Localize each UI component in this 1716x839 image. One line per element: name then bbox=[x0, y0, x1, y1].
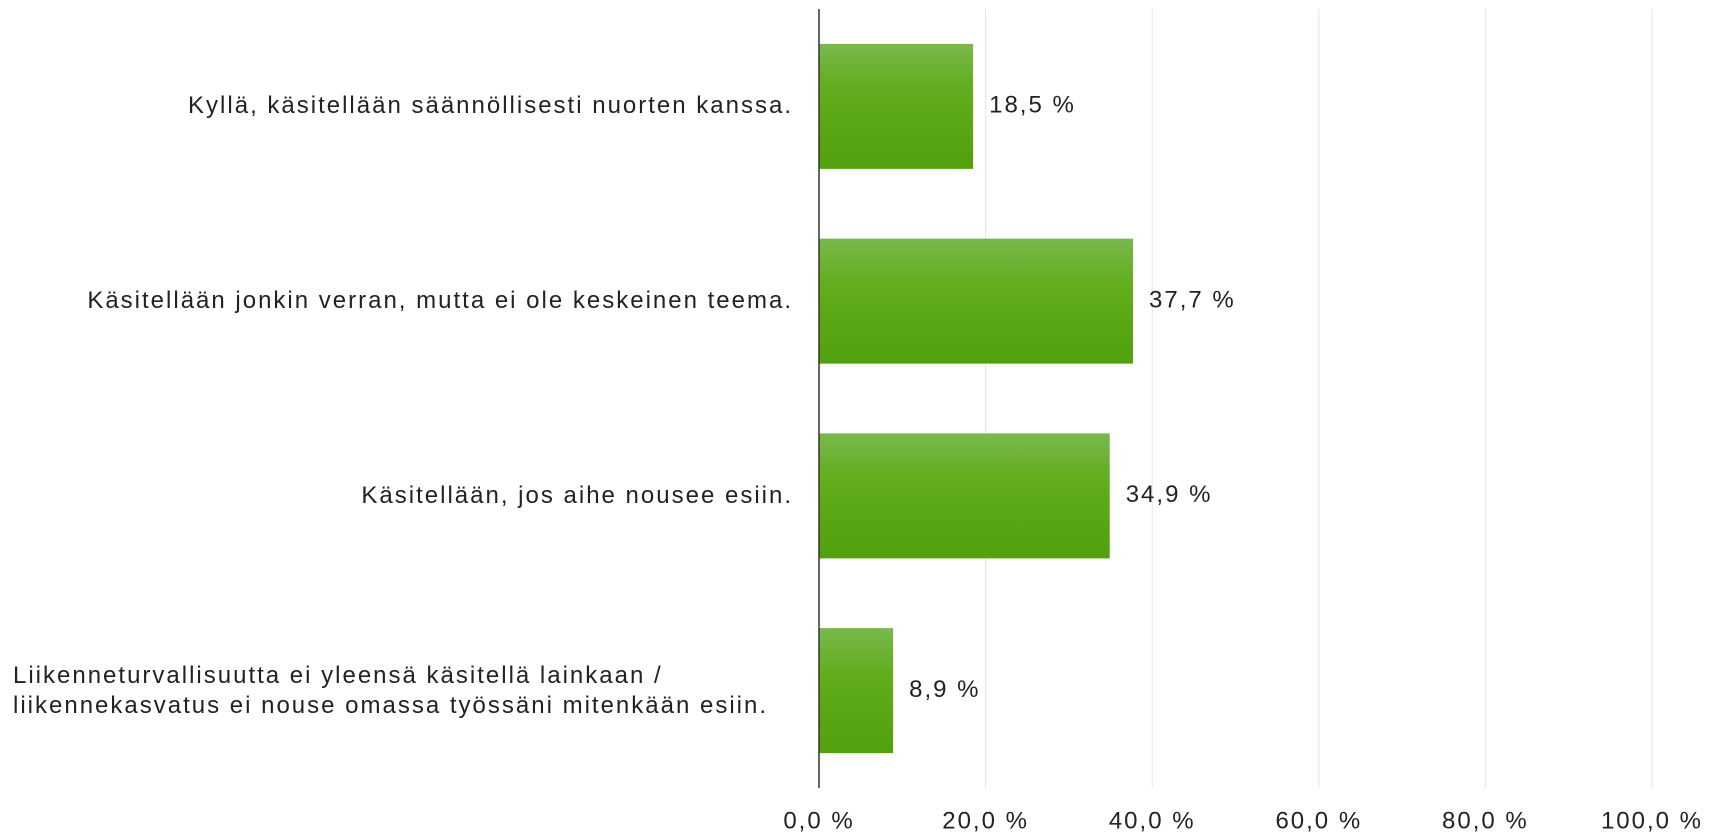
category-label: Käsitellään jonkin verran, mutta ei ole … bbox=[87, 287, 793, 315]
x-tick-label: 0,0 % bbox=[783, 807, 854, 834]
x-tick-label: 80,0 % bbox=[1442, 807, 1529, 834]
category-label: Liikenneturvallisuutta ei yleensä käsite… bbox=[13, 661, 769, 719]
bar bbox=[819, 43, 974, 169]
category-label-box: Kyllä, käsitellään säännöllisesti nuorte… bbox=[0, 91, 793, 121]
value-label: 18,5 % bbox=[989, 92, 1076, 119]
bar bbox=[819, 238, 1134, 364]
value-label: 37,7 % bbox=[1149, 286, 1236, 313]
x-tick-label: 100,0 % bbox=[1601, 807, 1703, 834]
category-label-box: Liikenneturvallisuutta ei yleensä käsite… bbox=[0, 661, 793, 721]
x-tick-label: 20,0 % bbox=[942, 807, 1029, 834]
x-tick-label: 60,0 % bbox=[1275, 807, 1362, 834]
category-label-box: Käsitellään, jos aihe nousee esiin. bbox=[0, 481, 793, 511]
category-label: Käsitellään, jos aihe nousee esiin. bbox=[361, 481, 793, 509]
x-tick-label: 40,0 % bbox=[1109, 807, 1196, 834]
value-label: 8,9 % bbox=[909, 676, 980, 703]
bar bbox=[819, 433, 1110, 559]
bar bbox=[819, 628, 894, 754]
category-label: Kyllä, käsitellään säännöllisesti nuorte… bbox=[188, 92, 793, 120]
value-label: 34,9 % bbox=[1126, 481, 1213, 508]
category-label-box: Käsitellään jonkin verran, mutta ei ole … bbox=[0, 286, 793, 316]
